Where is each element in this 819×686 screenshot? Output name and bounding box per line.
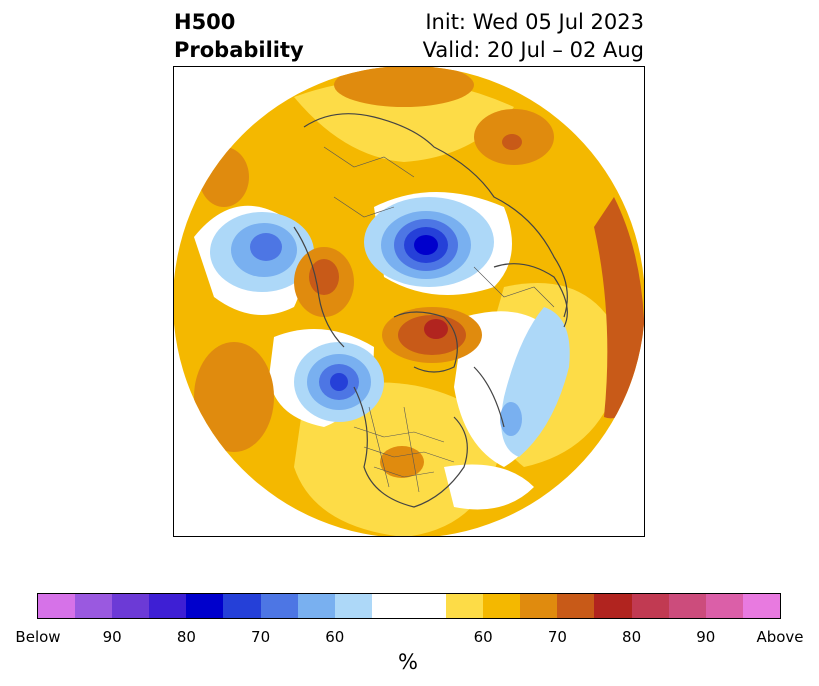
colorbar-tick-label: 60 bbox=[325, 628, 345, 646]
colorbar-segment bbox=[260, 594, 298, 618]
map-canvas bbox=[174, 67, 644, 536]
colorbar-tick-label: 60 bbox=[473, 628, 493, 646]
colorbar-tick-label: Below bbox=[15, 628, 61, 646]
colorbar-segment bbox=[408, 594, 447, 618]
colorbar-segment bbox=[75, 594, 113, 618]
probability-map bbox=[173, 66, 645, 537]
colorbar-segment bbox=[149, 594, 187, 618]
field-zone bbox=[250, 233, 282, 261]
colorbar-segment bbox=[334, 594, 372, 618]
title-type: Probability bbox=[174, 38, 304, 62]
field-zone bbox=[334, 67, 474, 107]
colorbar-tick-label: 80 bbox=[176, 628, 196, 646]
field-zone bbox=[194, 342, 274, 452]
field-zone bbox=[294, 79, 514, 162]
field-zone bbox=[330, 373, 348, 391]
field-zone bbox=[594, 197, 644, 419]
colorbar-segment bbox=[446, 594, 484, 618]
colorbar-segment bbox=[223, 594, 261, 618]
colorbar-segment bbox=[112, 594, 150, 618]
colorbar-segment bbox=[557, 594, 595, 618]
colorbar-unit: % bbox=[398, 650, 418, 674]
field-zone bbox=[424, 319, 448, 339]
title-variable: H500 bbox=[174, 10, 236, 34]
colorbar-segment bbox=[38, 594, 76, 618]
field-zone bbox=[444, 464, 534, 510]
colorbar-segment bbox=[520, 594, 558, 618]
country-borders bbox=[323, 146, 555, 493]
colorbar-segment bbox=[668, 594, 706, 618]
colorbar-segment bbox=[594, 594, 632, 618]
colorbar-segment bbox=[186, 594, 224, 618]
colorbar-segment bbox=[742, 594, 780, 618]
chart-title: H500 Probability bbox=[174, 8, 304, 64]
field-zone bbox=[500, 402, 522, 436]
colorbar-tick-label: 70 bbox=[547, 628, 567, 646]
colorbar-tick-label: 80 bbox=[622, 628, 642, 646]
init-date: Init: Wed 05 Jul 2023 bbox=[425, 10, 644, 34]
field-zone bbox=[502, 134, 522, 150]
field-zone bbox=[380, 446, 424, 478]
colorbar-tick-label: 90 bbox=[696, 628, 716, 646]
colorbar-tick-label: Above bbox=[756, 628, 804, 646]
colorbar-tick-label: 90 bbox=[102, 628, 122, 646]
colorbar-segment bbox=[631, 594, 669, 618]
colorbar-segment bbox=[705, 594, 743, 618]
field-zone bbox=[199, 147, 249, 207]
colorbar-segment bbox=[483, 594, 521, 618]
field-zone bbox=[414, 235, 438, 255]
valid-range: Valid: 20 Jul – 02 Aug bbox=[422, 38, 644, 62]
colorbar bbox=[37, 593, 781, 619]
colorbar-segment bbox=[297, 594, 335, 618]
colorbar-segment bbox=[371, 594, 409, 618]
field-zone bbox=[309, 259, 339, 295]
chart-dates: Init: Wed 05 Jul 2023 Valid: 20 Jul – 02… bbox=[423, 8, 644, 64]
colorbar-tick-label: 70 bbox=[251, 628, 271, 646]
